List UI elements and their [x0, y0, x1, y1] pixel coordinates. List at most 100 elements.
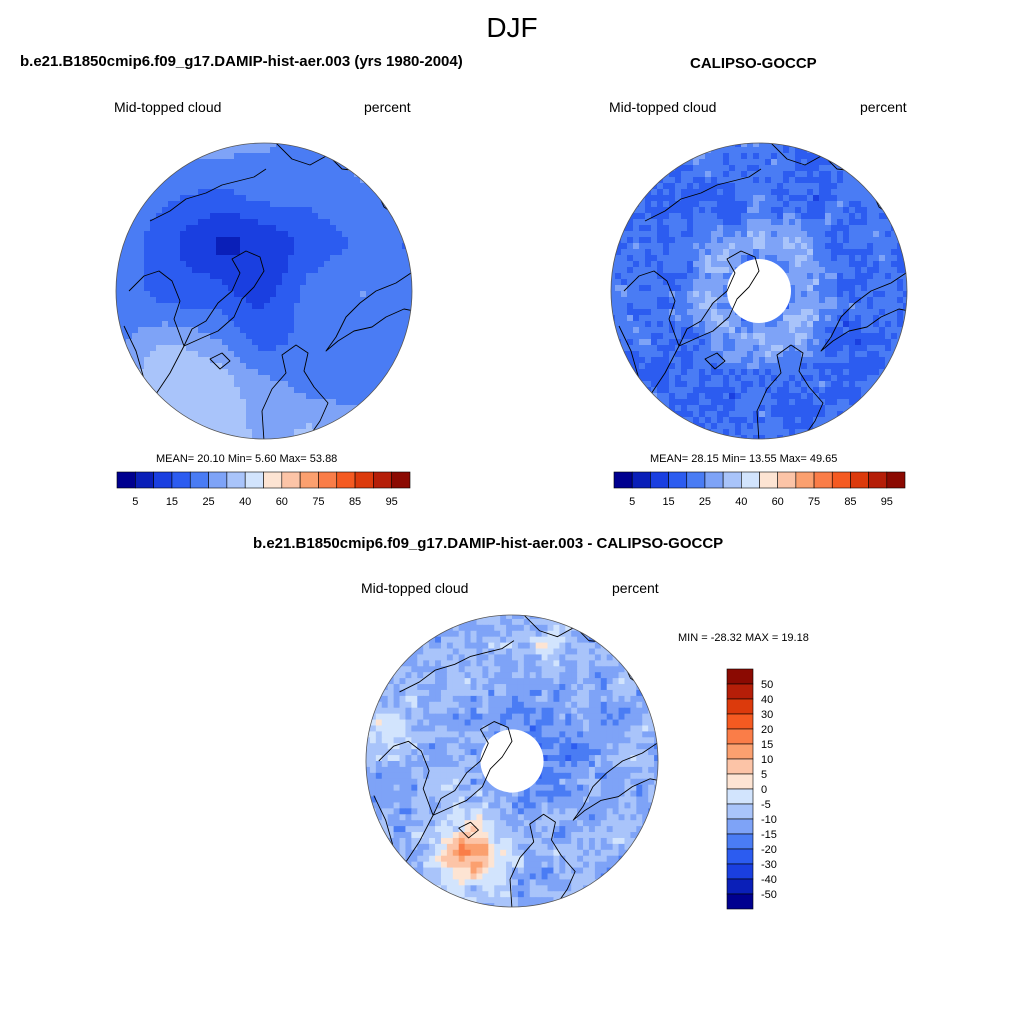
colorbar-tick-label: 5 — [761, 769, 767, 781]
panel-model-stats: MEAN= 20.10 Min= 5.60 Max= 53.88 — [156, 453, 338, 465]
colorbar-model: 5 15 25 40 60 75 85 95 — [116, 471, 411, 508]
colorbar-swatch — [726, 743, 754, 760]
panel-obs-units-label: percent — [860, 99, 907, 115]
colorbar-swatch — [795, 471, 815, 489]
colorbar-tick-label: 40 — [735, 496, 747, 508]
colorbar-swatch — [726, 878, 754, 895]
polar-data-gap — [727, 259, 791, 323]
colorbar-swatch — [686, 471, 706, 489]
colorbar-swatch — [886, 471, 906, 489]
panel-model-title: b.e21.B1850cmip6.f09_g17.DAMIP-hist-aer.… — [20, 53, 463, 70]
polar-data-gap — [480, 729, 544, 793]
colorbar-tick-label: 15 — [761, 739, 773, 751]
colorbar-swatch — [116, 471, 136, 489]
colorbar-tick-label: 15 — [662, 496, 674, 508]
colorbar-tick-label: 95 — [386, 496, 398, 508]
colorbar-swatch — [244, 471, 264, 489]
colorbar-swatch — [726, 863, 754, 880]
colorbar-swatch — [373, 471, 392, 489]
colorbar-swatch — [726, 893, 754, 910]
colorbar-tick-label: -50 — [761, 889, 777, 901]
colorbar-swatch — [650, 471, 669, 489]
colorbar-obs: 5 15 25 40 60 75 85 95 — [613, 471, 906, 508]
colorbar-tick-label: 20 — [761, 724, 773, 736]
colorbar-swatch — [868, 471, 888, 489]
panel-model-variable-label: Mid-topped cloud — [114, 99, 222, 115]
colorbar-tick-label: 75 — [312, 496, 324, 508]
colorbar-tick-label: -40 — [761, 874, 777, 886]
colorbar-swatch — [726, 728, 754, 745]
map-border — [610, 142, 908, 440]
colorbar-tick-label: -5 — [761, 799, 771, 811]
colorbar-swatch — [759, 471, 778, 489]
colorbar-swatch — [631, 471, 651, 489]
colorbar-tick-label: 85 — [349, 496, 361, 508]
colorbar-swatch — [171, 471, 191, 489]
polar-map-obs — [610, 142, 908, 440]
polar-map-model — [115, 142, 413, 440]
panel-diff-stats: MIN = -28.32 MAX = 19.18 — [678, 632, 809, 644]
colorbar-swatch — [850, 471, 869, 489]
colorbar-tick-label: 15 — [166, 496, 178, 508]
colorbar-swatch — [391, 471, 411, 489]
panel-obs-variable-label: Mid-topped cloud — [609, 99, 717, 115]
colorbar-swatch — [153, 471, 173, 489]
colorbar-swatch — [741, 471, 760, 489]
colorbar-tick-label: 75 — [808, 496, 820, 508]
colorbar-swatch — [208, 471, 228, 489]
colorbar-tick-label: 25 — [202, 496, 214, 508]
map-border — [115, 142, 413, 440]
colorbar-swatch — [318, 471, 338, 489]
colorbar-swatch — [613, 471, 633, 489]
colorbar-tick-label: 60 — [772, 496, 784, 508]
colorbar-swatch — [726, 803, 754, 820]
colorbar-swatch — [281, 471, 301, 489]
colorbar-swatch — [336, 471, 356, 489]
panel-obs-title: CALIPSO-GOCCP — [690, 55, 817, 72]
colorbar-swatch — [263, 471, 283, 489]
colorbar-tick-label: -10 — [761, 814, 777, 826]
panel-model-units-label: percent — [364, 99, 411, 115]
colorbar-swatch — [226, 471, 246, 489]
colorbar-tick-label: 30 — [761, 709, 773, 721]
map-field-diff — [365, 614, 659, 908]
colorbar-swatch — [726, 668, 754, 685]
colorbar-swatch — [722, 471, 742, 489]
colorbar-swatch — [726, 818, 754, 835]
colorbar-swatch — [777, 471, 797, 489]
colorbar-swatch — [726, 683, 754, 700]
colorbar-tick-label: 5 — [132, 496, 138, 508]
colorbar-swatch — [813, 471, 833, 489]
figure-title: DJF — [486, 12, 538, 43]
colorbar-tick-label: -15 — [761, 829, 777, 841]
map-field-model — [116, 143, 412, 439]
coastlines — [618, 143, 907, 439]
colorbar-swatch — [135, 471, 154, 489]
colorbar-swatch — [726, 788, 754, 805]
colorbar-tick-label: -30 — [761, 859, 777, 871]
polar-map-diff — [365, 614, 659, 908]
colorbar-tick-label: 60 — [276, 496, 288, 508]
colorbar-swatch — [726, 833, 754, 850]
colorbar-swatch — [668, 471, 688, 489]
colorbar-swatch — [189, 471, 209, 489]
colorbar-tick-label: 40 — [239, 496, 251, 508]
colorbar-tick-label: 0 — [761, 784, 767, 796]
colorbar-tick-label: 95 — [881, 496, 893, 508]
colorbar-tick-label: 5 — [629, 496, 635, 508]
colorbar-swatch — [354, 471, 374, 489]
colorbar-swatch — [726, 698, 754, 715]
colorbar-swatch — [726, 758, 754, 775]
colorbar-tick-label: 25 — [699, 496, 711, 508]
colorbar-tick-label: 50 — [761, 679, 773, 691]
colorbar-swatch — [299, 471, 319, 489]
map-border — [365, 614, 659, 908]
colorbar-swatch — [831, 471, 851, 489]
panel-obs-stats: MEAN= 28.15 Min= 13.55 Max= 49.65 — [650, 453, 838, 465]
colorbar-tick-label: 10 — [761, 754, 773, 766]
colorbar-swatch — [726, 773, 754, 790]
colorbar-swatch — [726, 713, 754, 730]
colorbar-tick-label: 40 — [761, 694, 773, 706]
panel-diff-title: b.e21.B1850cmip6.f09_g17.DAMIP-hist-aer.… — [253, 535, 724, 552]
